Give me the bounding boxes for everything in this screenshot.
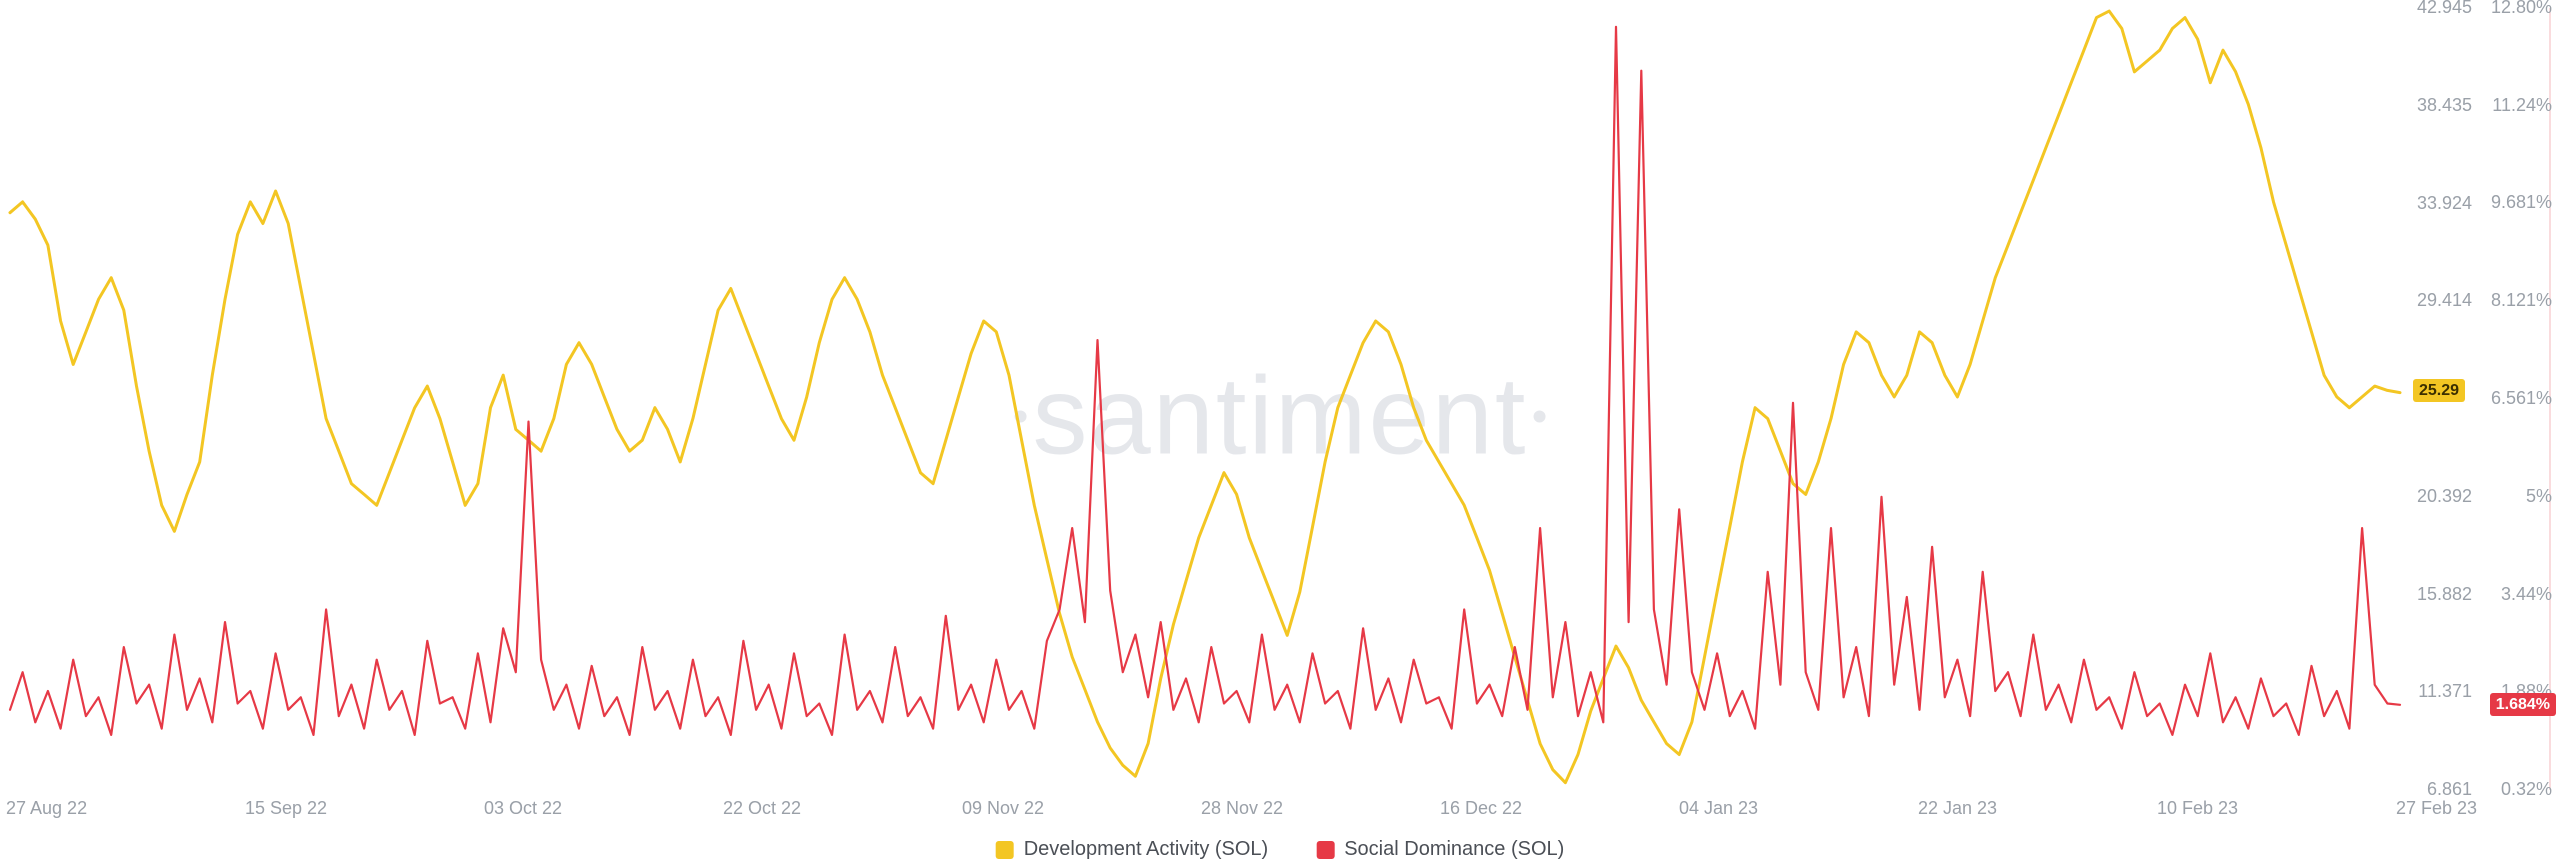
y-left-tick: 42.945 (2417, 0, 2472, 18)
x-tick: 27 Feb 23 (2396, 798, 2477, 819)
dev-activity-current-badge: 25.29 (2413, 379, 2465, 402)
x-tick: 04 Jan 23 (1679, 798, 1758, 819)
y-left-tick: 11.371 (2418, 681, 2472, 702)
x-tick: 28 Nov 22 (1201, 798, 1283, 819)
chart-svg (0, 0, 2560, 867)
x-tick: 10 Feb 23 (2157, 798, 2238, 819)
y-right-tick: 9.681% (2491, 192, 2552, 213)
legend-swatch-yellow (996, 841, 1014, 859)
x-tick: 09 Nov 22 (962, 798, 1044, 819)
legend-item-dev-activity[interactable]: Development Activity (SOL) (996, 838, 1269, 861)
y-right-tick: 0.32% (2501, 779, 2552, 800)
y-right-tick: 12.80% (2491, 0, 2552, 18)
y-right-tick: 11.24% (2492, 95, 2552, 116)
y-right-tick: 3.44% (2501, 584, 2552, 605)
x-tick: 27 Aug 22 (6, 798, 87, 819)
y-right-tick: 5% (2526, 486, 2552, 507)
y-left-tick: 33.924 (2417, 193, 2472, 214)
y-left-tick: 38.435 (2417, 95, 2472, 116)
social-dominance-current-badge: 1.684% (2490, 693, 2556, 716)
legend: Development Activity (SOL) Social Domina… (996, 838, 1565, 861)
legend-label: Social Dominance (SOL) (1344, 838, 1564, 861)
y-right-tick: 6.561% (2491, 388, 2552, 409)
y-left-tick: 15.882 (2417, 584, 2472, 605)
x-tick: 22 Oct 22 (723, 798, 801, 819)
x-tick: 16 Dec 22 (1440, 798, 1522, 819)
legend-swatch-red (1316, 841, 1334, 859)
x-tick: 03 Oct 22 (484, 798, 562, 819)
y-left-tick: 6.861 (2427, 779, 2472, 800)
chart-container: santiment 42.945 38.435 33.924 29.414 20… (0, 0, 2560, 867)
legend-item-social-dominance[interactable]: Social Dominance (SOL) (1316, 838, 1564, 861)
legend-label: Development Activity (SOL) (1024, 838, 1269, 861)
y-left-tick: 20.392 (2417, 486, 2472, 507)
x-tick: 22 Jan 23 (1918, 798, 1997, 819)
y-right-tick: 8.121% (2491, 290, 2552, 311)
y-left-tick: 29.414 (2417, 290, 2472, 311)
x-tick: 15 Sep 22 (245, 798, 327, 819)
